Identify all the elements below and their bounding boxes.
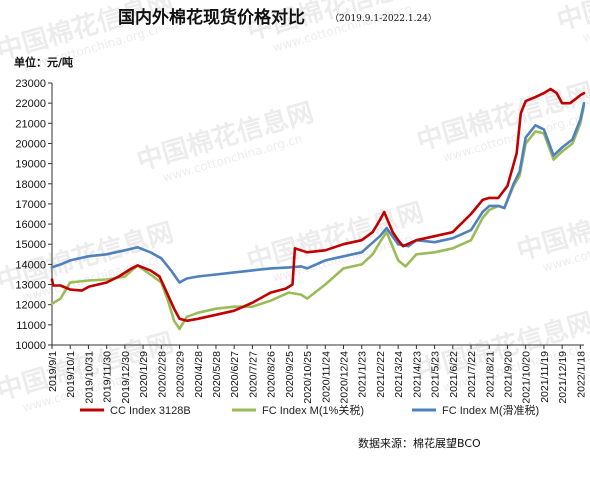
legend-label-fc-index-tariff: FC Index M(1%关税): [262, 403, 364, 417]
x-tick-label: 2020/11/24: [320, 351, 332, 403]
x-tick-label: 2021/4/23: [411, 351, 423, 398]
x-tick-label: 2022/1/18: [575, 351, 587, 398]
y-tick-label: 23000: [15, 78, 46, 90]
unit-label: 单位：元/吨: [14, 55, 73, 69]
x-tick-label: 2021/6/22: [448, 351, 460, 398]
series-line-cc-index: [50, 87, 586, 323]
x-tick-label: 2019/10/1: [65, 351, 77, 398]
x-tick-label: 2020/1/29: [138, 351, 150, 398]
y-tick-label: 20000: [15, 138, 46, 150]
legend: CC Index 3128B FC Index M(1%关税) FC Index…: [80, 403, 539, 417]
x-tick-label: 2020/8/26: [266, 351, 278, 398]
legend-label-fc-index-sliding: FC Index M(滑准税): [442, 403, 539, 417]
legend-item-fc-index-sliding: FC Index M(滑准税): [412, 403, 539, 417]
x-tick-label: 2021/12/19: [557, 351, 569, 404]
y-tick-label: 13000: [15, 280, 46, 292]
legend-item-cc-index: CC Index 3128B: [80, 405, 191, 417]
x-tick-label: 2021/10/20: [521, 351, 533, 404]
x-tick-label: 2019/9/1: [47, 351, 59, 392]
x-tick-label: 2021/5/23: [430, 351, 442, 398]
x-tick-label: 2020/5/28: [211, 351, 223, 398]
x-tick-label: 2020/9/25: [284, 351, 296, 398]
y-tick-label: 10000: [15, 340, 46, 352]
x-tick-label: 2020/12/24: [339, 351, 351, 404]
y-tick-label: 17000: [15, 199, 46, 211]
legend-item-fc-index-tariff: FC Index M(1%关税): [232, 403, 364, 417]
x-tick-label: 2020/3/29: [175, 351, 187, 398]
x-tick-label: 2020/2/28: [156, 351, 168, 398]
y-tick-label: 15000: [15, 239, 46, 251]
y-tick-label: 16000: [15, 219, 46, 231]
x-tick-label: 2020/4/28: [193, 351, 205, 398]
y-tick-labels: 10000 11000 12000 13000 14000 15000 16000 17000…: [15, 78, 52, 352]
x-tick-label: 2021/7/22: [466, 351, 478, 398]
x-tick-label: 2019/10/31: [83, 351, 95, 404]
x-tick-label: 2019/12/30: [120, 351, 132, 404]
y-tick-label: 19000: [15, 159, 46, 171]
legend-label-cc-index: CC Index 3128B: [110, 405, 191, 417]
y-tick-label: 22000: [15, 98, 46, 110]
x-tick-label: 2020/10/25: [302, 351, 314, 404]
y-tick-label: 21000: [15, 118, 46, 130]
x-tick-label: 2021/1/23: [357, 351, 369, 398]
x-tick-label: 2021/3/24: [393, 351, 405, 398]
x-tick-labels: 2019/9/1 2019/10/1 2019/10/31 2019/11/30 201…: [47, 345, 587, 404]
x-tick-label: 2019/11/30: [102, 351, 114, 403]
x-tick-label: 2021/11/19: [539, 351, 551, 403]
series-line-fc-index-sliding: [50, 101, 586, 284]
x-tick-label: 2021/9/20: [502, 351, 514, 398]
series-lines: [50, 87, 586, 331]
x-tick-label: 2021/8/21: [484, 351, 496, 398]
x-tick-label: 2021/2/22: [375, 351, 387, 398]
y-tick-label: 12000: [15, 300, 46, 312]
x-tick-label: 2020/7/27: [247, 351, 259, 398]
y-tick-label: 18000: [15, 179, 46, 191]
x-tick-label: 2020/6/27: [229, 351, 241, 398]
chart-title: 国内外棉花现货价格对比: [118, 7, 305, 28]
chart-subtitle: （2019.9.1-2022.1.24）: [330, 13, 437, 24]
data-source: 数据来源：棉花展望BCO: [358, 436, 481, 450]
y-tick-label: 14000: [15, 259, 46, 271]
y-tick-label: 11000: [16, 320, 46, 332]
